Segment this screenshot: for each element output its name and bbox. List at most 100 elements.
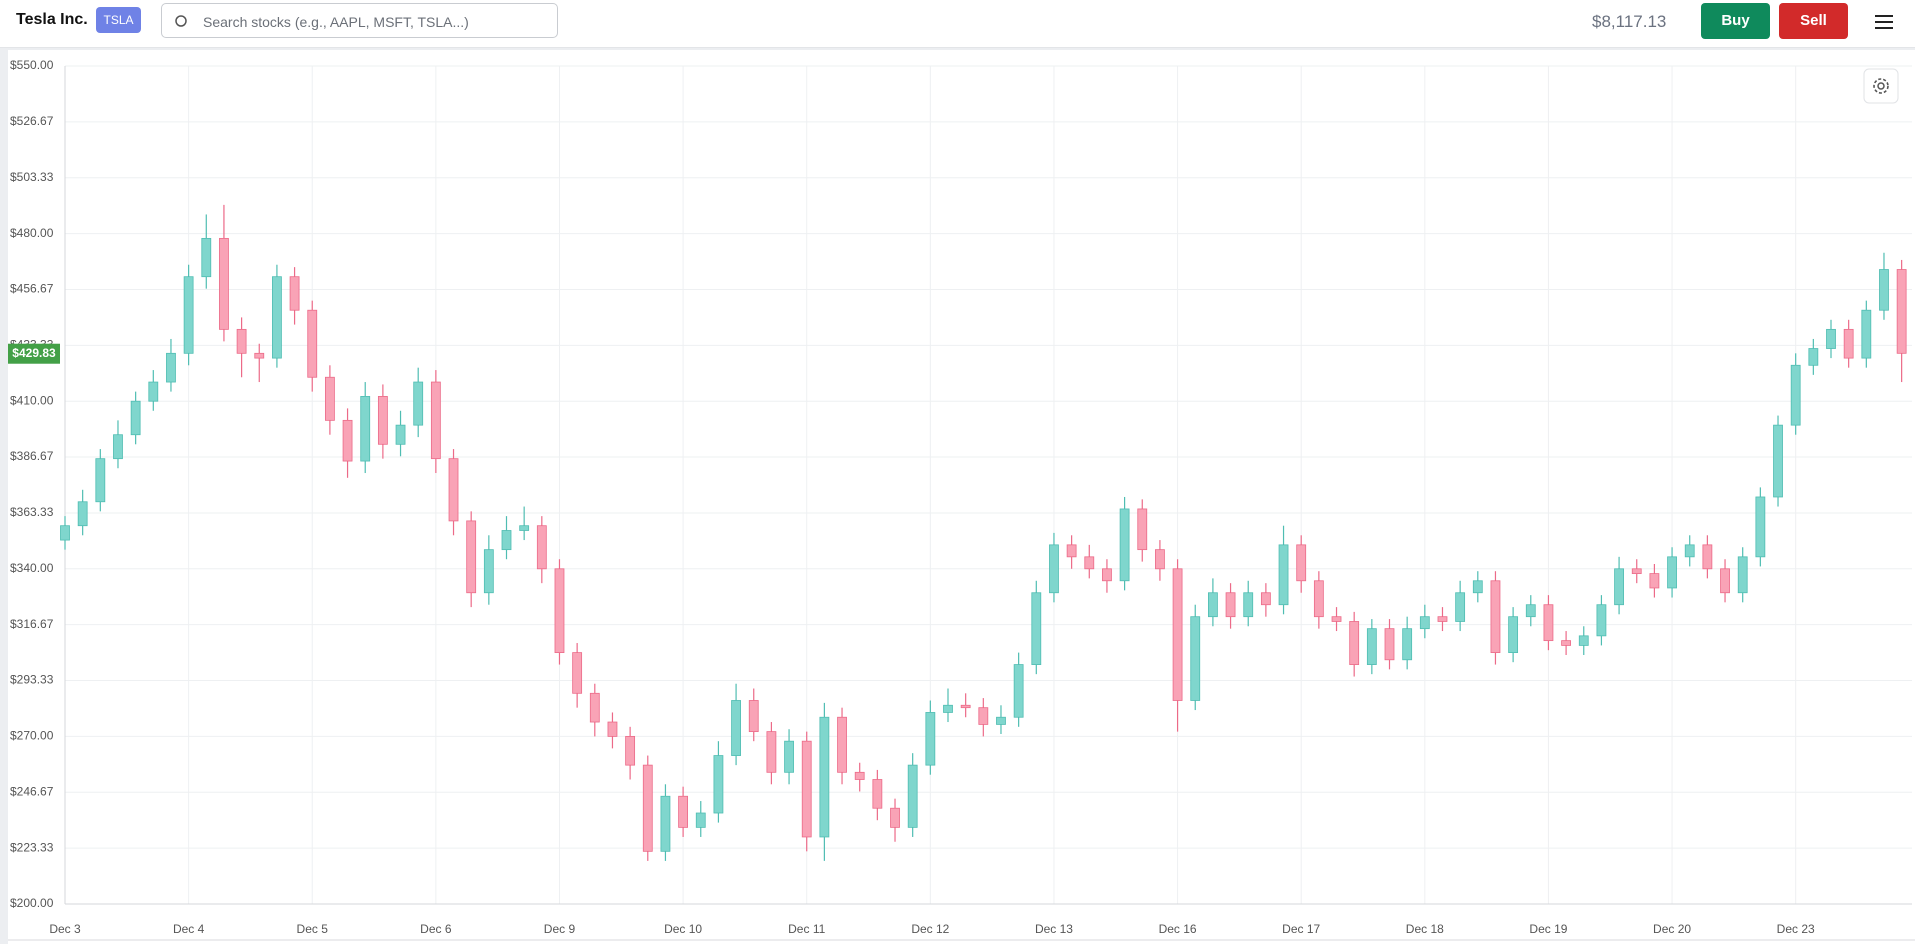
candle-body bbox=[1684, 544, 1695, 558]
candle-body bbox=[536, 525, 547, 570]
price-badge bbox=[8, 343, 60, 364]
ticker-badge[interactable]: TSLA bbox=[96, 7, 141, 33]
candle-body bbox=[77, 501, 88, 527]
settings-gear bbox=[1873, 78, 1889, 94]
candle-body bbox=[1631, 568, 1642, 574]
candle-body bbox=[254, 352, 265, 359]
candle-body bbox=[1720, 568, 1730, 594]
candle-body bbox=[307, 309, 318, 378]
y-tick-label: $503.33 bbox=[10, 170, 54, 184]
candle-body bbox=[1419, 616, 1430, 630]
candle-body bbox=[448, 458, 459, 522]
candle-body bbox=[1225, 592, 1236, 618]
x-tick-label: Dec 4 bbox=[173, 922, 205, 936]
y-tick-label: $293.33 bbox=[10, 673, 54, 687]
x-tick-label: Dec 10 bbox=[664, 922, 702, 936]
x-tick-label: Dec 9 bbox=[544, 922, 576, 936]
candle-body bbox=[943, 704, 953, 713]
search-placeholder: Search stocks (e.g., AAPL, MSFT, TSLA...… bbox=[203, 14, 469, 30]
x-tick-label: Dec 11 bbox=[788, 922, 825, 936]
settings-box[interactable] bbox=[1863, 68, 1899, 104]
candle-body bbox=[1472, 580, 1483, 594]
candle-body bbox=[1349, 621, 1360, 665]
y-tick-label: $386.67 bbox=[10, 449, 54, 463]
candle-body bbox=[377, 396, 388, 445]
candle-body bbox=[1543, 604, 1554, 642]
x-tick-label: Dec 20 bbox=[1653, 922, 1691, 936]
candle-body bbox=[466, 520, 477, 594]
y-tick-label: $340.00 bbox=[10, 561, 54, 575]
candle-body bbox=[148, 381, 159, 402]
y-tick-label: $200.00 bbox=[10, 896, 54, 910]
x-tick-label: Dec 5 bbox=[297, 922, 329, 936]
candle-body bbox=[395, 424, 406, 445]
candle-body bbox=[1366, 628, 1377, 665]
candle-body bbox=[1013, 664, 1024, 718]
x-tick-label: Dec 19 bbox=[1529, 922, 1567, 936]
candle-body bbox=[1313, 580, 1324, 618]
y-tick-label: $410.00 bbox=[10, 393, 54, 407]
search-icon bbox=[175, 15, 187, 27]
candle-body bbox=[501, 530, 512, 551]
y-tick-label: $363.33 bbox=[10, 505, 54, 519]
candle-body bbox=[1755, 496, 1766, 558]
candle-body bbox=[1896, 269, 1907, 354]
candle-body bbox=[272, 276, 282, 359]
y-tick-label: $316.67 bbox=[10, 617, 54, 631]
chart-panel bbox=[8, 50, 1915, 944]
candle-body bbox=[1455, 592, 1466, 622]
candle-body bbox=[1208, 592, 1218, 618]
candle-body bbox=[907, 764, 918, 828]
search-box[interactable]: Search stocks (e.g., AAPL, MSFT, TSLA...… bbox=[161, 3, 558, 38]
candle-body bbox=[324, 376, 335, 421]
candle-body bbox=[642, 764, 653, 852]
candle-body bbox=[1773, 424, 1783, 498]
candle-body bbox=[801, 740, 812, 838]
candle-body bbox=[925, 712, 936, 766]
candle-body bbox=[1667, 556, 1677, 589]
candle-body bbox=[1826, 328, 1836, 349]
candle-body bbox=[978, 707, 989, 725]
candle-body bbox=[607, 721, 618, 737]
menu-button[interactable] bbox=[1874, 13, 1894, 31]
candle-body bbox=[1702, 544, 1713, 570]
y-tick-label: $270.00 bbox=[10, 729, 54, 743]
sell-button[interactable]: Sell bbox=[1779, 3, 1848, 39]
candle-body bbox=[1861, 309, 1872, 359]
settings-button[interactable] bbox=[1863, 68, 1899, 104]
candle-body bbox=[1190, 616, 1201, 701]
candle-body bbox=[1049, 544, 1059, 594]
candle-body bbox=[1331, 616, 1342, 622]
y-tick-label: $550.00 bbox=[10, 58, 54, 72]
candle-body bbox=[837, 716, 847, 773]
candle-body bbox=[589, 692, 600, 723]
candle-body bbox=[60, 525, 70, 541]
candle-body bbox=[1066, 544, 1077, 558]
y-tick-label: $526.67 bbox=[10, 114, 54, 128]
price-badge-label: $429.83 bbox=[12, 346, 56, 360]
candle-body bbox=[1243, 592, 1254, 618]
y-tick-label: $223.33 bbox=[10, 840, 54, 854]
candle-body bbox=[519, 525, 530, 531]
y-tick-label: $246.67 bbox=[10, 784, 54, 798]
candle-body bbox=[1561, 640, 1571, 646]
candle-body bbox=[660, 795, 671, 852]
candle-body bbox=[748, 700, 759, 733]
candle-body bbox=[130, 400, 141, 436]
candle-body bbox=[890, 807, 900, 828]
x-tick-label: Dec 3 bbox=[49, 922, 81, 936]
candle-body bbox=[1649, 573, 1660, 589]
candle-body bbox=[1260, 592, 1271, 606]
candle-body bbox=[289, 276, 300, 311]
x-tick-label: Dec 23 bbox=[1777, 922, 1815, 936]
candle-body bbox=[219, 237, 229, 330]
balance: $8,117.13 bbox=[1592, 12, 1667, 31]
buy-button[interactable]: Buy bbox=[1701, 3, 1770, 39]
candle-body bbox=[1384, 628, 1395, 661]
candle-body bbox=[183, 276, 194, 354]
candle-body bbox=[342, 419, 353, 462]
x-tick-label: Dec 6 bbox=[420, 922, 452, 936]
candle-body bbox=[572, 652, 583, 694]
candle-body bbox=[731, 700, 741, 756]
